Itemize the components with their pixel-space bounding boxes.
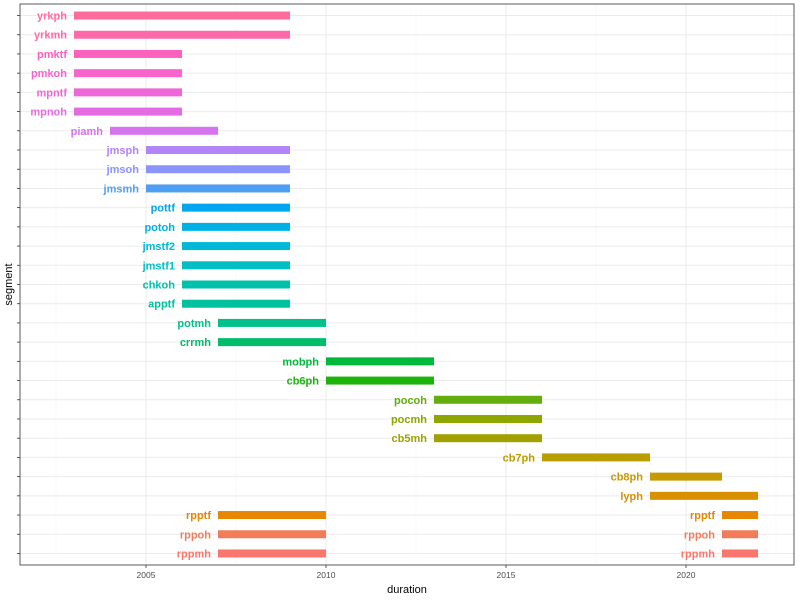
segment-bar-mobph bbox=[326, 357, 434, 366]
segment-bar-pocmh bbox=[434, 414, 542, 423]
segment-label-jmstf2: jmstf2 bbox=[142, 241, 175, 253]
segment-label-rppoh: rppoh bbox=[180, 529, 211, 541]
segment-bar-jmsmh bbox=[146, 184, 290, 193]
segment-bar-chkoh bbox=[182, 280, 290, 289]
segment-label-pmktf: pmktf bbox=[37, 49, 67, 61]
segment-label-piamh: piamh bbox=[71, 126, 104, 138]
segment-label-rppmh: rppmh bbox=[681, 548, 716, 560]
segment-bar-jmstf1 bbox=[182, 261, 290, 270]
bars bbox=[74, 11, 758, 558]
segment-label-pocmh: pocmh bbox=[391, 414, 427, 426]
segment-label-cb8ph: cb8ph bbox=[611, 472, 644, 484]
bar-labels: yrkph yrkmh pmktf pmkoh mpntf mpnoh piamhjmsph… bbox=[30, 11, 715, 561]
segment-label-apptf: apptf bbox=[148, 299, 175, 311]
segment-bar-cb6ph bbox=[326, 376, 434, 385]
segment-label-yrkmh: yrkmh bbox=[34, 30, 67, 42]
x-tick-label: 2015 bbox=[497, 570, 516, 580]
segment-label-cb7ph: cb7ph bbox=[503, 452, 536, 464]
segment-bar-rppmh bbox=[722, 549, 758, 558]
segment-label-cb6ph: cb6ph bbox=[287, 376, 320, 388]
segment-label-pottf: pottf bbox=[151, 203, 176, 215]
segment-label-mobph: mobph bbox=[282, 356, 319, 368]
segment-label-rpptf: rpptf bbox=[186, 510, 211, 522]
segment-bar-rppoh bbox=[218, 530, 326, 539]
segment-bar-potoh bbox=[182, 222, 290, 231]
segment-bar-mpnoh bbox=[74, 107, 182, 116]
segment-label-pmkoh: pmkoh bbox=[31, 68, 67, 80]
segment-label-yrkph: yrkph bbox=[37, 11, 67, 23]
segment-bar-rppmh bbox=[218, 549, 326, 558]
segment-bar-rppoh bbox=[722, 530, 758, 539]
segment-label-mpntf: mpntf bbox=[36, 87, 67, 99]
x-tick-label: 2010 bbox=[317, 570, 336, 580]
segment-label-rpptf: rpptf bbox=[690, 510, 715, 522]
segment-label-pocoh: pocoh bbox=[394, 395, 427, 407]
segment-bar-pmkoh bbox=[74, 69, 182, 78]
segment-bar-cb8ph bbox=[650, 472, 722, 481]
segment-bar-cb7ph bbox=[542, 453, 650, 462]
segment-bar-yrkmh bbox=[74, 30, 290, 39]
segment-label-potmh: potmh bbox=[177, 318, 211, 330]
segment-bar-apptf bbox=[182, 299, 290, 308]
segment-bar-potmh bbox=[218, 318, 326, 327]
segment-bar-pottf bbox=[182, 203, 290, 212]
segment-bar-crrmh bbox=[218, 338, 326, 347]
y-axis-title: segment bbox=[3, 263, 15, 305]
segment-label-crrmh: crrmh bbox=[180, 337, 211, 349]
segment-label-jmsmh: jmsmh bbox=[103, 183, 140, 195]
segment-label-chkoh: chkoh bbox=[143, 280, 176, 292]
x-tick-label: 2005 bbox=[137, 570, 156, 580]
segment-bar-jmsoh bbox=[146, 165, 290, 174]
segment-bar-jmstf2 bbox=[182, 242, 290, 251]
segment-label-rppoh: rppoh bbox=[684, 529, 715, 541]
segment-bar-rpptf bbox=[722, 511, 758, 520]
x-axis-title: duration bbox=[387, 584, 427, 596]
segment-bar-lyph bbox=[650, 491, 758, 500]
segment-bar-pocoh bbox=[434, 395, 542, 404]
segment-label-jmsoh: jmsoh bbox=[106, 164, 140, 176]
segment-label-potoh: potoh bbox=[144, 222, 175, 234]
segment-label-lyph: lyph bbox=[620, 491, 643, 503]
segment-bar-rpptf bbox=[218, 511, 326, 520]
segment-bar-yrkph bbox=[74, 11, 290, 20]
grid bbox=[20, 4, 794, 565]
x-tick-label: 2020 bbox=[677, 570, 696, 580]
segment-label-mpnoh: mpnoh bbox=[30, 107, 67, 119]
segment-bar-jmsph bbox=[146, 146, 290, 155]
segment-label-cb5mh: cb5mh bbox=[392, 433, 428, 445]
segment-label-rppmh: rppmh bbox=[177, 548, 212, 560]
segment-bar-cb5mh bbox=[434, 434, 542, 443]
segment-bar-pmktf bbox=[74, 49, 182, 58]
segment-bar-piamh bbox=[110, 126, 218, 135]
axes: 2005 2010 2015 2020 bbox=[17, 15, 696, 580]
segment-bar-mpntf bbox=[74, 88, 182, 97]
segment-label-jmstf1: jmstf1 bbox=[142, 260, 175, 272]
segment-label-jmsph: jmsph bbox=[106, 145, 140, 157]
